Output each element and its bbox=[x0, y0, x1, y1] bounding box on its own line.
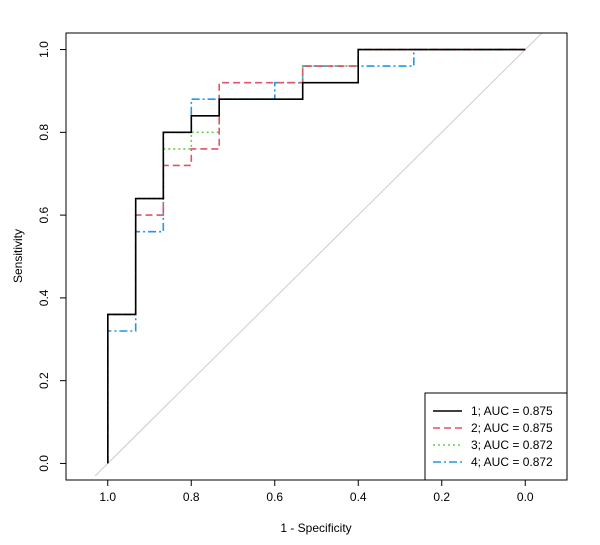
x-axis-label: 1 - Specificity bbox=[280, 521, 351, 535]
series-line-1 bbox=[107, 48, 526, 464]
legend-label-1: 1; AUC = 0.875 bbox=[471, 404, 553, 418]
legend-label-3: 3; AUC = 0.872 bbox=[471, 438, 553, 452]
y-tick-label: 0.2 bbox=[37, 372, 51, 389]
x-tick-label: 0.2 bbox=[433, 490, 450, 504]
y-tick-label: 1.0 bbox=[37, 41, 51, 58]
x-tick-label: 1.0 bbox=[99, 490, 116, 504]
reference-line-layer bbox=[94, 32, 543, 477]
legend-box bbox=[424, 392, 568, 481]
y-axis-label: Sensitivity bbox=[11, 229, 25, 283]
x-tick-label: 0.0 bbox=[517, 490, 534, 504]
y-tick-label: 0.8 bbox=[37, 124, 51, 141]
legend: 1; AUC = 0.875 2; AUC = 0.875 3; AUC = 0.8… bbox=[424, 392, 568, 481]
y-tick-label: 0.0 bbox=[37, 455, 51, 472]
legend-label-4: 4; AUC = 0.872 bbox=[471, 455, 553, 469]
x-tick-label: 0.6 bbox=[266, 490, 283, 504]
x-tick-label: 0.4 bbox=[350, 490, 367, 504]
y-tick-label: 0.6 bbox=[37, 206, 51, 223]
reference-diagonal-line bbox=[94, 32, 543, 477]
y-axis: 0.0 0.2 0.4 0.6 0.8 1.0 bbox=[37, 41, 67, 472]
legend-label-2: 2; AUC = 0.875 bbox=[471, 421, 553, 435]
x-axis: 1.0 0.8 0.6 0.4 0.2 0.0 bbox=[99, 479, 534, 504]
y-tick-label: 0.4 bbox=[37, 289, 51, 306]
series-layer bbox=[107, 48, 526, 464]
x-tick-label: 0.8 bbox=[183, 490, 200, 504]
